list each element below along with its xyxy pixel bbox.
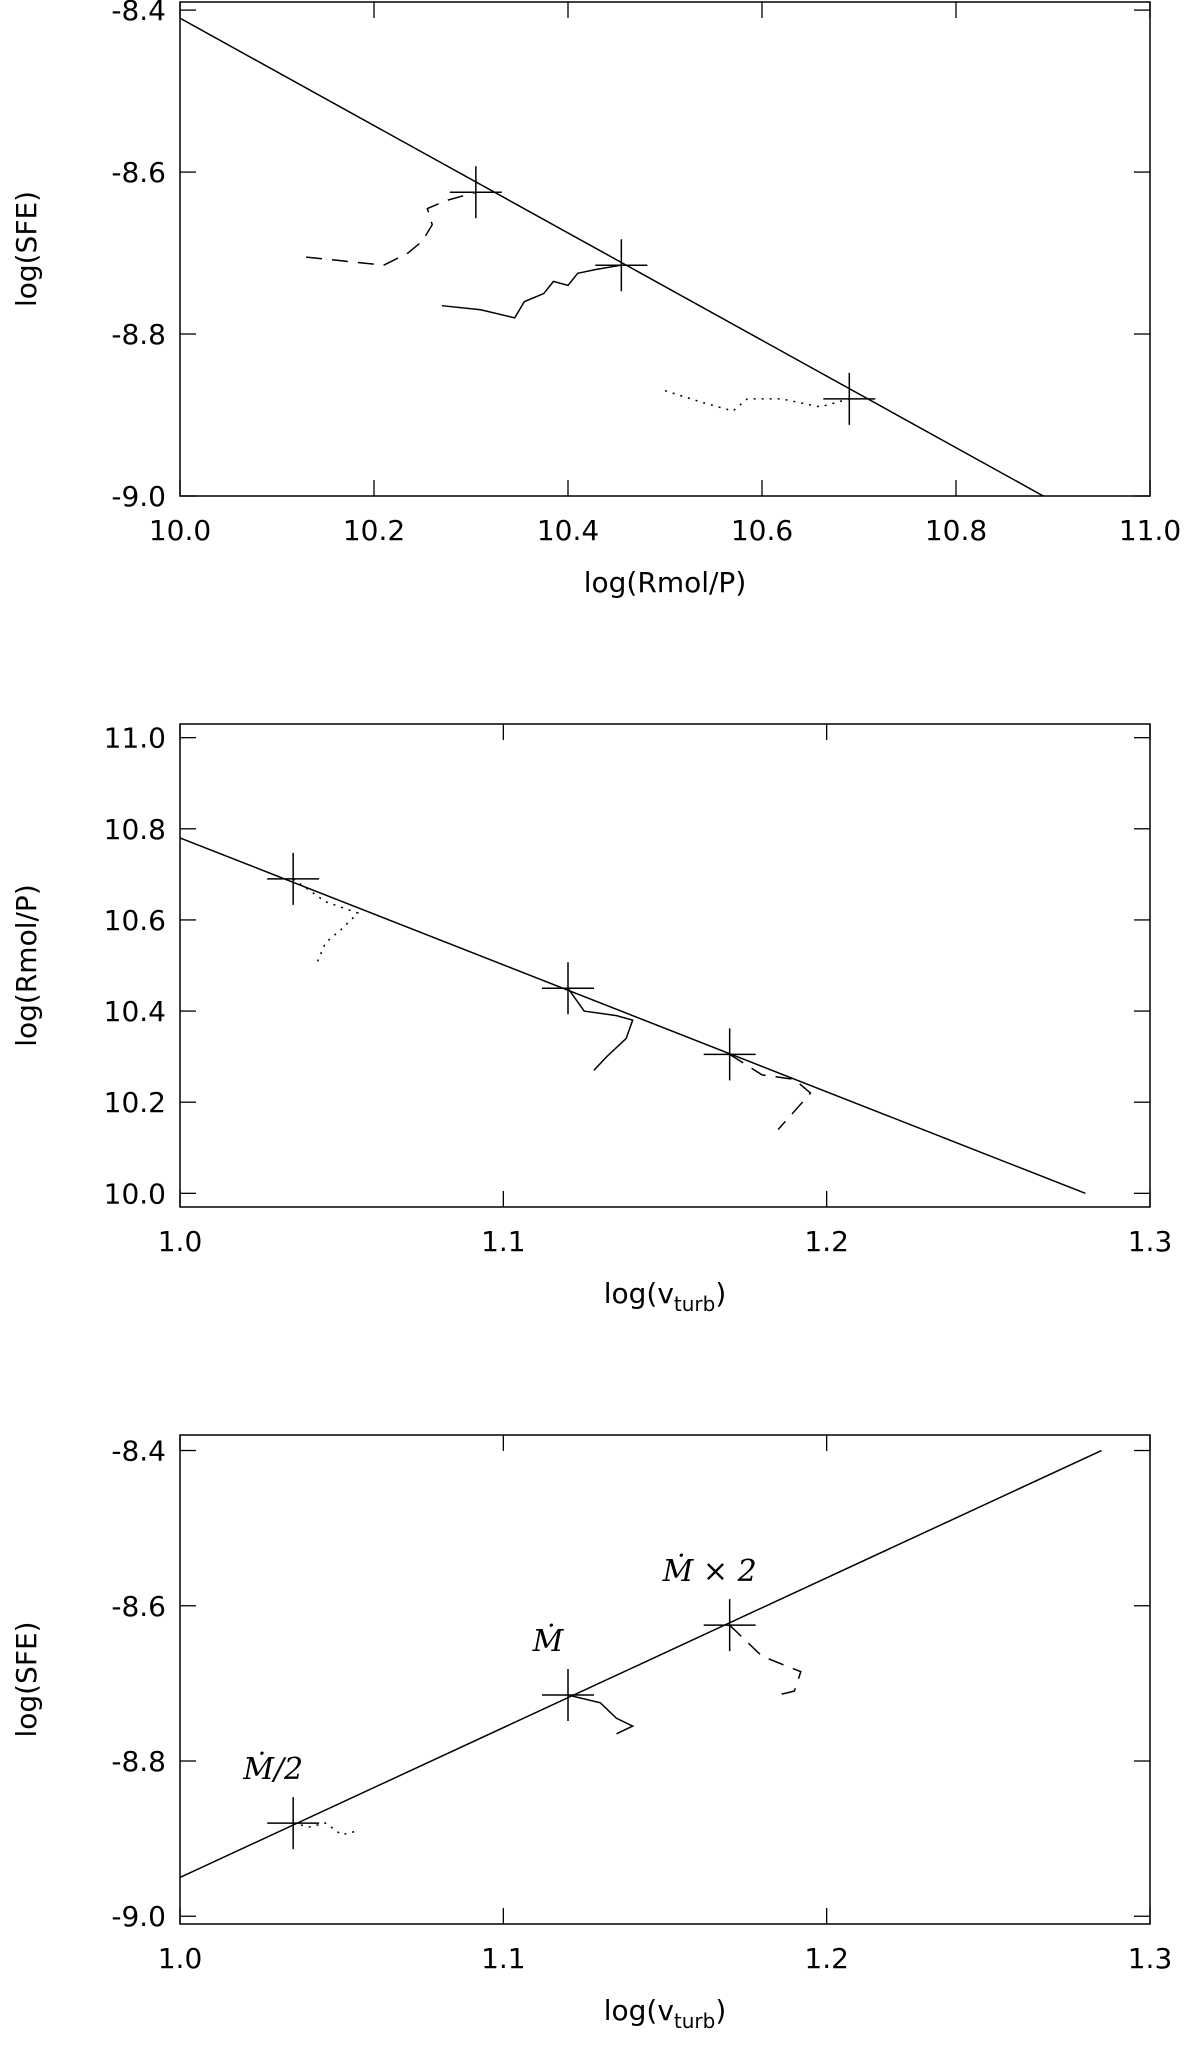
x-tick-label: 10.2 [343,514,405,547]
x-label-sub: turb [674,2009,715,2033]
x-tick-label: 1.3 [1128,1225,1173,1258]
line-series [729,1053,812,1131]
y-tick-label: 10.2 [104,1086,166,1119]
point-marker [542,962,594,1015]
annotation: Ṁ/2 [242,1751,303,1787]
x-tick-label: 1.3 [1128,1942,1173,1975]
panel: 1.0 1.1 1.2 1.3 10.0 10.2 10.4 10.6 10.8 11.0 log(… [10,722,1172,1316]
line-series [441,264,622,319]
plot-frame [179,723,1151,1208]
x-tick-label: 1.0 [158,1225,203,1258]
y-axis-label: log(SFE) [10,1621,43,1737]
line-series [664,390,850,412]
point-marker [267,1797,320,1850]
x-label-text: log(v [604,1994,674,2027]
line-series [567,1694,635,1735]
point-marker [542,1669,594,1722]
plot-frame [179,1434,1151,1925]
line-series [729,1624,802,1696]
line-series [567,987,634,1071]
y-tick-label: -9.0 [111,1900,166,1933]
line-series [180,1449,1102,1879]
point-marker [703,1599,756,1652]
x-tick-label: 1.2 [804,1225,849,1258]
x-label-sub: turb [674,1292,715,1316]
x-tick-label: 1.2 [804,1942,849,1975]
x-tick-label: 1.1 [481,1225,526,1258]
y-axis-label: log(SFE) [10,191,43,307]
y-tick-label: -8.6 [111,156,166,189]
line-series [292,1822,359,1836]
y-tick-label: 11.0 [104,722,166,755]
point-marker [595,239,648,292]
line-series [180,17,1044,496]
plot-area [180,1449,1102,1879]
y-tick-label: -8.8 [111,318,166,351]
x-label-end: ) [715,1277,726,1310]
x-label-text: log(Rmol/P) [584,566,747,599]
panel: 1.0 1.1 1.2 1.3-9.0-8.8-8.6-8.4log(vturb)lo… [10,1434,1173,2033]
y-tick-label: 10.8 [104,813,166,846]
y-tick-label: 10.4 [104,995,166,1028]
y-tick-label: -8.4 [111,1435,166,1468]
y-axis-label: log(Rmol/P) [10,884,43,1047]
x-tick-label: 10.6 [731,514,793,547]
x-tick-label: 10.4 [537,514,599,547]
line-series [180,837,1086,1195]
y-tick-label: -8.6 [111,1590,166,1623]
point-marker [267,852,320,905]
x-axis-label: log(Rmol/P) [584,566,747,599]
plot-area [180,837,1086,1195]
annotation: Ṁ × 2 [662,1553,757,1589]
point-marker [703,1028,756,1081]
y-tick-label: -8.4 [111,0,166,27]
x-label-end: ) [715,1994,726,2027]
x-tick-label: 1.1 [481,1942,526,1975]
line-series [292,878,360,966]
x-tick-label: 1.0 [158,1942,203,1975]
x-tick-label: 10.0 [149,514,211,547]
plot-frame [179,1,1151,497]
line-series [306,191,477,266]
x-tick-label: 11.0 [1119,514,1181,547]
point-marker [449,166,502,219]
y-tick-label: -9.0 [111,480,166,513]
panel: 10.0 10.2 10.4 10.6 10.8 11.0 -9.0 -8.8 -8.6 -8.4… [10,0,1181,599]
x-tick-label: 10.8 [925,514,987,547]
y-tick-label: 10.6 [104,904,166,937]
x-axis-label: log(vturb) [604,1277,727,1316]
y-tick-label: -8.8 [111,1745,166,1778]
x-axis-label: log(vturb) [604,1994,727,2033]
annotation: Ṁ [532,1623,565,1659]
plot-area [180,17,1044,496]
y-tick-label: 10.0 [104,1177,166,1210]
x-label-text: log(v [604,1277,674,1310]
point-marker [823,372,876,425]
